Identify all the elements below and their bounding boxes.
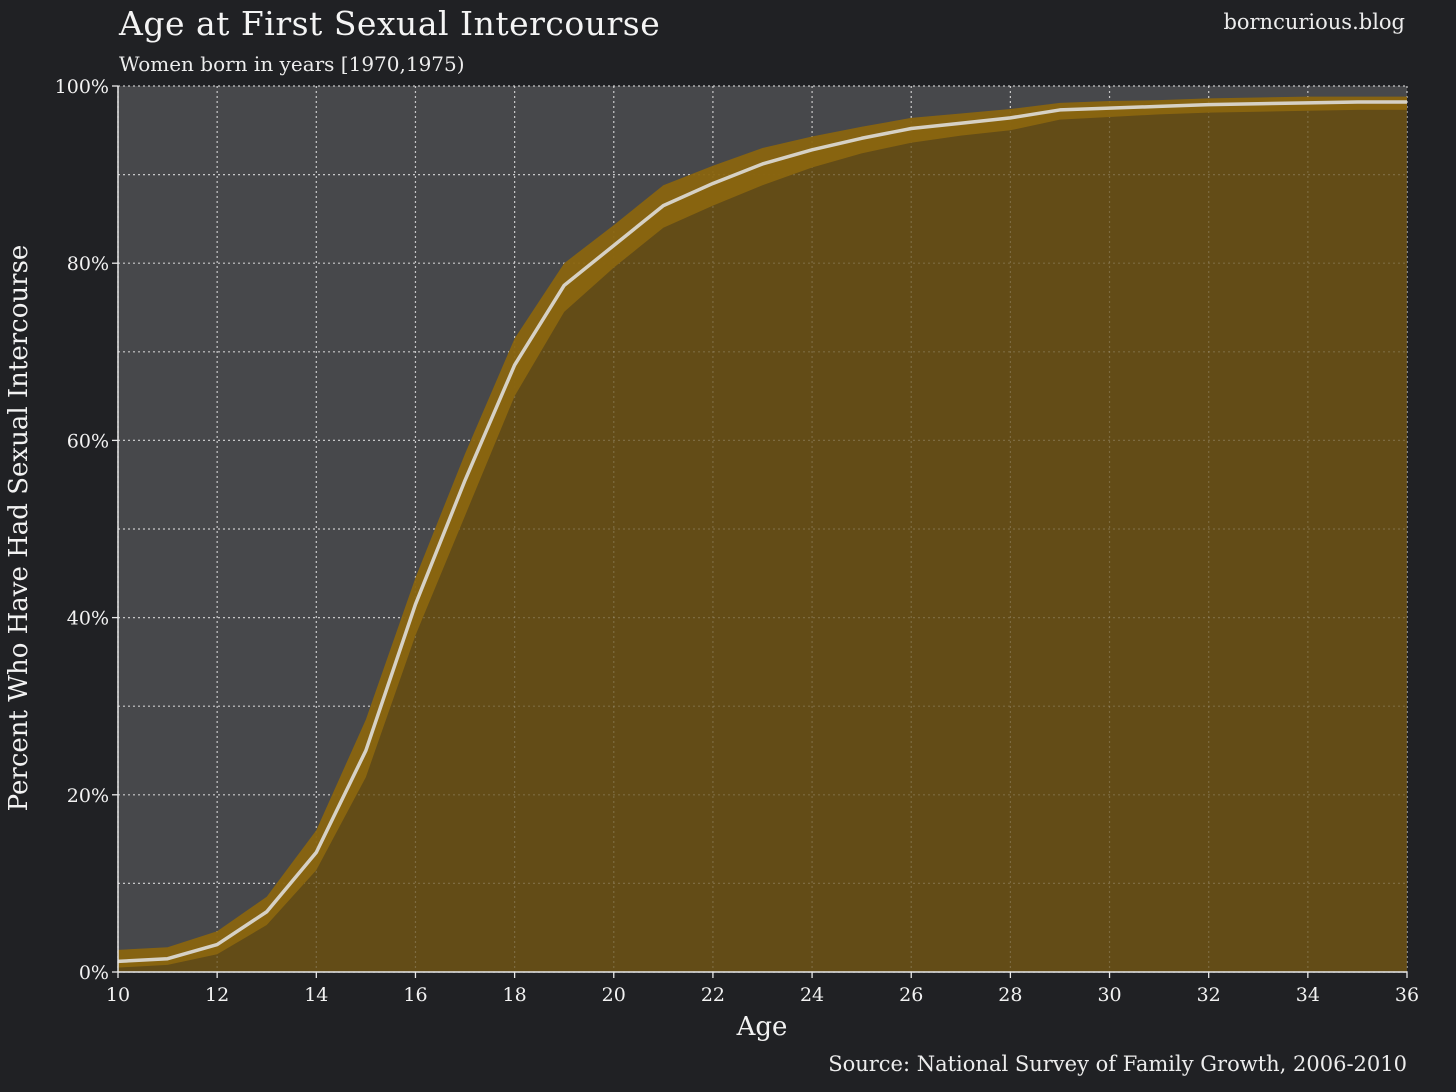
y-tick-labels: 0% 20% 40% 60% 80% 100% [55,76,109,984]
x-tick-label: 22 [701,984,725,1006]
x-tick-label: 32 [1197,984,1221,1006]
x-tick-label: 34 [1296,984,1320,1006]
series-line [117,100,1407,964]
x-tick-label: 26 [899,984,923,1006]
y-tick-label: 100% [55,76,109,98]
x-tick-labels: 10 12 14 16 18 20 22 24 26 28 30 32 34 36 [106,984,1419,1006]
x-tick-label: 30 [1097,984,1121,1006]
x-tick-label: 10 [106,984,130,1006]
y-tick-label: 0% [79,962,109,984]
x-tick-label: 14 [304,984,328,1006]
chart-title: Age at First Sexual Intercourse [119,4,661,43]
axes [112,85,1408,978]
cumulative-fill-area [118,101,1407,972]
chart-subtitle: Women born in years [1970,1975) [119,52,465,76]
y-tick-label: 80% [67,253,109,275]
y-tick-label: 40% [67,608,109,630]
x-tick-label: 16 [403,984,427,1006]
x-tick-label: 18 [503,984,527,1006]
y-tick-label: 60% [67,430,109,452]
x-axis-label: Age [736,1012,788,1042]
y-axis-label: Percent Who Have Had Sexual Intercourse [4,245,34,812]
x-tick-label: 28 [998,984,1022,1006]
x-tick-label: 36 [1395,984,1419,1006]
x-tick-label: 12 [205,984,229,1006]
x-tick-label: 20 [602,984,626,1006]
x-tick-label: 24 [800,984,824,1006]
source-note: Source: National Survey of Family Growth… [828,1052,1407,1076]
y-tick-label: 20% [67,785,109,807]
blog-brand: borncurious.blog [1223,10,1405,34]
